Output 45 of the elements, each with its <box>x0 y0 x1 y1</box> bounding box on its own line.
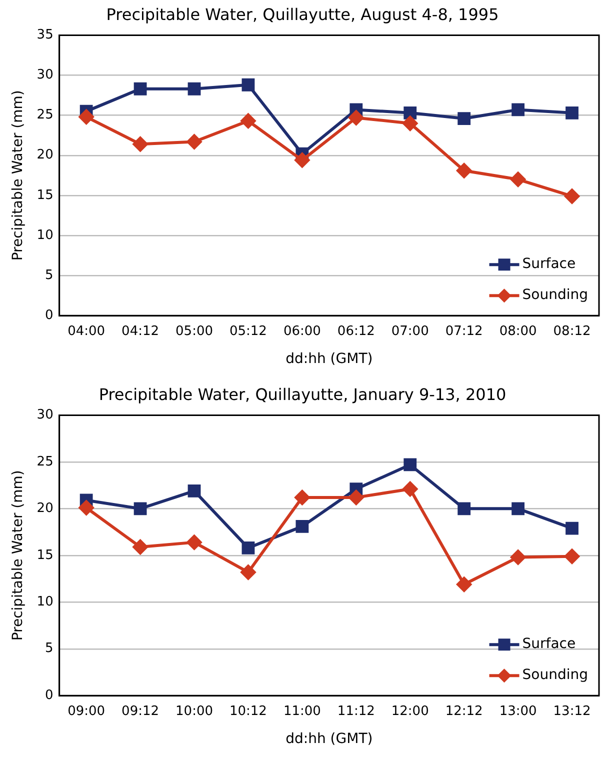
x-tick-label: 11:00 <box>283 704 321 719</box>
x-tick-label: 11:12 <box>337 704 375 719</box>
y-tick-label: 0 <box>45 688 54 703</box>
legend-label: Surface <box>522 256 576 272</box>
legend-label: Surface <box>522 636 576 652</box>
x-tick-label: 05:12 <box>229 324 267 339</box>
x-tick-label: 08:00 <box>499 324 537 339</box>
y-tick-label: 0 <box>45 308 54 323</box>
y-axis-title: Precipitable Water (mm) <box>10 90 26 261</box>
y-tick-label: 20 <box>36 148 54 163</box>
x-tick-label: 10:00 <box>176 704 213 719</box>
x-tick-label: 04:12 <box>122 324 160 339</box>
chart-title: Precipitable Water, Quillayutte, August 4-8, 1995 <box>106 4 499 24</box>
y-tick-label: 5 <box>45 641 54 656</box>
x-tick-label: 09:12 <box>122 704 160 719</box>
x-axis-title: dd:hh (GMT) <box>286 351 373 368</box>
x-tick-label: 13:00 <box>499 704 537 719</box>
x-tick-label: 09:00 <box>68 704 106 719</box>
x-tick-label: 05:00 <box>176 324 213 339</box>
y-tick-label: 30 <box>36 68 54 83</box>
x-axis-title: dd:hh (GMT) <box>286 731 373 748</box>
y-tick-label: 25 <box>36 108 54 123</box>
x-tick-label: 10:12 <box>229 704 267 719</box>
y-tick-label: 15 <box>36 548 54 563</box>
x-tick-label: 07:12 <box>445 324 483 339</box>
y-tick-label: 35 <box>36 28 54 43</box>
y-tick-label: 25 <box>36 454 54 470</box>
x-tick-label: 06:12 <box>337 324 375 339</box>
y-tick-label: 10 <box>36 228 54 243</box>
chart-title: Precipitable Water, Quillayutte, January 9-13, 2010 <box>98 384 506 404</box>
x-tick-label: 06:00 <box>283 324 321 339</box>
y-tick-label: 15 <box>36 188 54 203</box>
x-tick-label: 07:00 <box>391 324 429 339</box>
y-tick-label: 5 <box>45 268 54 283</box>
legend-label: Sounding <box>522 667 588 684</box>
x-tick-label: 04:00 <box>68 324 106 339</box>
legend-label: Sounding <box>522 287 588 304</box>
y-tick-label: 10 <box>36 594 54 610</box>
y-tick-label: 20 <box>36 501 54 516</box>
x-tick-label: 12:00 <box>391 704 429 719</box>
x-tick-label: 12:12 <box>445 704 483 719</box>
x-tick-label: 08:12 <box>553 324 591 339</box>
x-tick-label: 13:12 <box>553 704 591 719</box>
y-axis-title: Precipitable Water (mm) <box>10 470 26 641</box>
y-tick-label: 30 <box>36 408 54 423</box>
